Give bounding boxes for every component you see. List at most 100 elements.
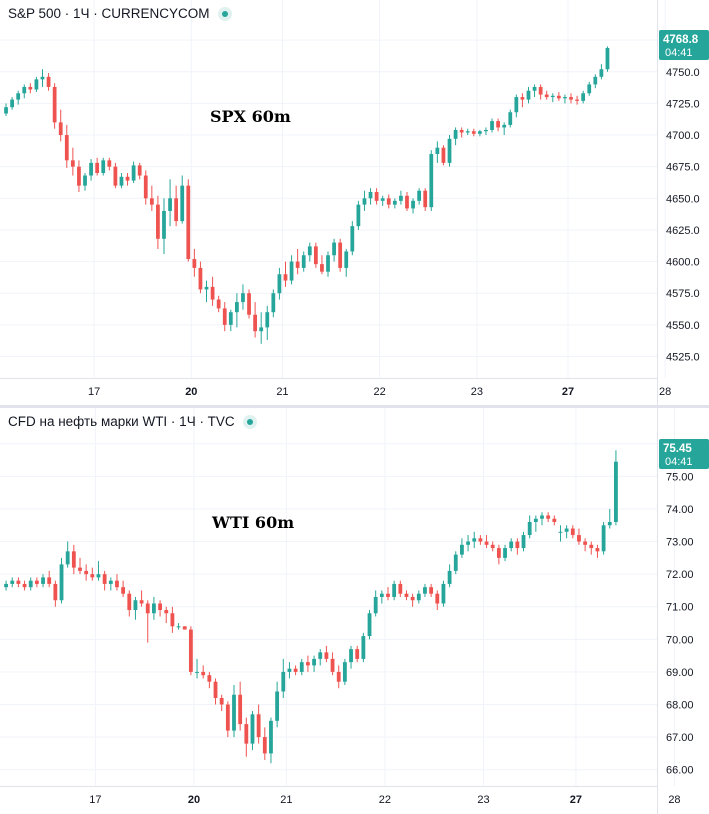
candle-body: [164, 610, 169, 614]
candle: [344, 248, 349, 277]
chart-legend-wti[interactable]: CFD на нефть марки WTI · 1Ч · TVC: [8, 414, 257, 429]
candle: [367, 610, 372, 640]
candle-body: [101, 160, 106, 173]
candle: [287, 662, 292, 679]
candle: [201, 665, 206, 679]
candle-body: [399, 195, 403, 201]
candle: [238, 681, 243, 731]
candle: [4, 580, 8, 591]
candle: [301, 251, 306, 272]
candle: [46, 73, 51, 91]
candle: [379, 590, 384, 604]
candle-body: [235, 302, 239, 313]
candle-body: [176, 626, 181, 628]
candle: [228, 309, 233, 332]
candle-body: [247, 293, 251, 315]
candle: [34, 76, 39, 93]
candle-body: [466, 541, 470, 545]
candle-body: [459, 129, 464, 133]
time-axis-labels[interactable]: 17 20 21 22 23 27 28: [88, 386, 671, 398]
candle: [235, 293, 239, 328]
symbol-title-wti[interactable]: CFD на нефть марки WTI · 1Ч · TVC: [8, 414, 235, 429]
candle: [429, 150, 434, 211]
candle-body: [332, 242, 336, 256]
candle-body: [83, 175, 87, 186]
candle: [405, 191, 409, 211]
candle-body: [556, 95, 561, 99]
candle: [447, 135, 452, 167]
candle-body: [326, 255, 330, 272]
candle-body: [429, 587, 434, 594]
time-tick-label: 21: [276, 386, 288, 398]
candle: [162, 198, 166, 254]
candle-body: [22, 86, 27, 94]
candle-body: [527, 522, 532, 536]
price-axis-labels[interactable]: 66.00 67.00 68.00 69.00 70.00 71.00 72.00 73.00…: [666, 439, 694, 777]
candle-body: [143, 175, 148, 199]
time-axis-labels[interactable]: 17 20 21 22 23 27 28: [89, 794, 680, 806]
candle: [65, 541, 70, 568]
candle: [256, 704, 261, 744]
candle-body: [207, 675, 212, 682]
candles: [4, 46, 610, 344]
candle: [186, 179, 191, 262]
time-tick-label: 20: [185, 386, 197, 398]
candle: [216, 295, 221, 313]
market-status-icon: [242, 414, 257, 429]
candle-body: [373, 596, 378, 614]
price-tick-label: 4650.0: [666, 193, 700, 205]
candle: [552, 515, 557, 526]
time-tick-label: 20: [188, 794, 200, 806]
candle: [380, 195, 385, 206]
price-tag-background: [659, 30, 709, 60]
candle-body: [16, 580, 21, 584]
price-tick-label: 4625.0: [666, 225, 700, 237]
candle-body: [349, 649, 353, 663]
candle: [101, 157, 106, 176]
price-tick-label: 4600.0: [666, 257, 700, 269]
candle: [338, 238, 343, 272]
candle: [95, 157, 100, 176]
candle-body: [386, 593, 390, 597]
symbol-title-spx[interactable]: S&P 500 · 1Ч · CURRENCYCOM: [8, 6, 210, 21]
candle-body: [589, 544, 594, 549]
candle: [299, 658, 304, 676]
candle-body: [16, 93, 21, 100]
price-axis-labels[interactable]: 4525.0 4550.0 4575.0 4600.0 4625.0 4650.0 4675…: [666, 35, 700, 363]
candle: [28, 577, 33, 591]
candle-body: [139, 600, 144, 604]
chart-legend-spx[interactable]: S&P 500 · 1Ч · CURRENCYCOM: [8, 6, 232, 21]
candle: [533, 515, 538, 532]
candle-body: [225, 704, 230, 731]
candle: [362, 190, 367, 211]
candle: [471, 128, 476, 137]
candle: [137, 162, 142, 180]
candle-body: [368, 191, 373, 199]
candle-body: [269, 720, 273, 754]
chart-pane-spx: SPX 60m 4525.0 4550.0 4575.0 4600.0 4625.0 465…: [0, 0, 709, 405]
candle: [614, 450, 618, 526]
price-tick-label: 4550.0: [666, 320, 700, 332]
candle: [502, 122, 507, 136]
time-tick-label: 27: [562, 386, 574, 398]
candle-body: [108, 580, 113, 584]
pane-divider[interactable]: [0, 405, 709, 408]
candle: [416, 590, 421, 604]
candle: [478, 535, 483, 545]
candle: [53, 580, 58, 607]
candle: [581, 90, 586, 104]
candle-body: [423, 587, 427, 594]
candle: [156, 195, 160, 249]
price-tick-label: 4575.0: [666, 288, 700, 300]
candle-body: [447, 138, 452, 163]
candle: [453, 551, 458, 575]
candle-body: [156, 204, 160, 239]
candle-body: [601, 525, 606, 552]
candle: [460, 538, 464, 558]
candle: [295, 248, 300, 275]
candle-body: [581, 93, 586, 101]
candle-body: [162, 210, 166, 239]
candle-body: [484, 129, 488, 132]
candle-body: [570, 528, 575, 536]
candle-body: [405, 195, 409, 209]
